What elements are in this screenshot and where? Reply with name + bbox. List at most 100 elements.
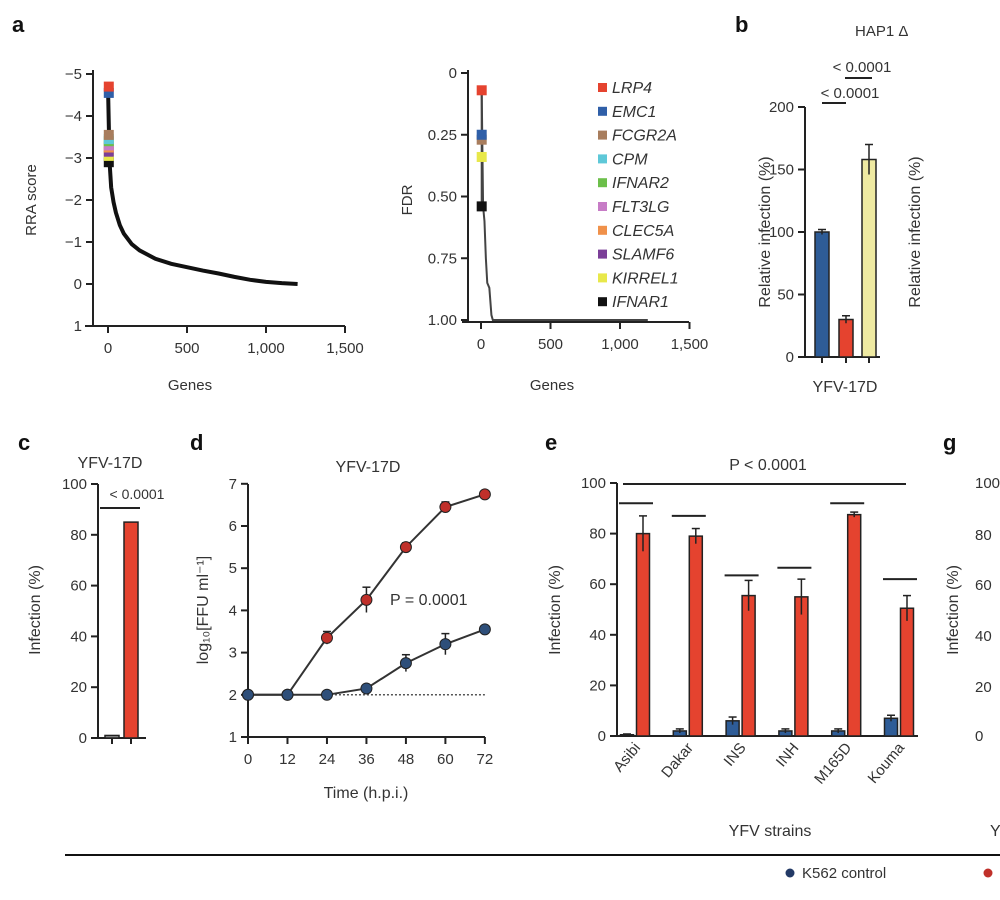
y-tick-label: 4 bbox=[229, 602, 237, 619]
data-point bbox=[360, 682, 373, 695]
x-axis-label: YFV strains bbox=[729, 823, 812, 840]
y-tick-label: −3 bbox=[65, 150, 82, 167]
x-tick-label: 0 bbox=[244, 751, 252, 768]
x-tick-label: 500 bbox=[174, 340, 199, 357]
y-tick-label: −5 bbox=[65, 66, 82, 83]
y-tick-label: 2 bbox=[229, 687, 237, 704]
data-point bbox=[320, 631, 333, 644]
gene-point-lrp4 bbox=[103, 81, 114, 92]
p-value: < 0.0001 bbox=[833, 59, 892, 76]
x-axis-label: Time (h.p.i.) bbox=[324, 785, 409, 802]
legend-dot bbox=[785, 868, 795, 878]
x-tick-label: 24 bbox=[319, 751, 336, 768]
gene-point-ifnar1 bbox=[476, 201, 487, 212]
y-tick-label: 0 bbox=[74, 276, 82, 293]
y-tick-label: 20 bbox=[975, 679, 992, 696]
bar-kouma bbox=[899, 607, 915, 737]
legend-swatch bbox=[598, 273, 607, 283]
x-tick-label: 500 bbox=[538, 336, 563, 353]
y-tick-label: 100 bbox=[581, 475, 606, 492]
bar-asibi bbox=[635, 532, 651, 737]
x-axis-label: Genes bbox=[168, 377, 212, 394]
legend-swatch bbox=[598, 225, 607, 235]
panel-label-b: b bbox=[735, 12, 748, 37]
legend-label: IFNAR2 bbox=[612, 175, 669, 192]
legend-label: SLAMF6 bbox=[612, 247, 674, 264]
y-tick-label: 40 bbox=[589, 627, 606, 644]
rra-curve bbox=[106, 86, 298, 286]
y-tick-label: 0.25 bbox=[428, 127, 457, 144]
bar-inh bbox=[794, 596, 809, 737]
data-point bbox=[242, 688, 254, 701]
y-axis-label-second: Relative infection (%) bbox=[907, 156, 924, 307]
panel-label-d: d bbox=[190, 430, 203, 455]
x-category-label: Kouma bbox=[864, 739, 908, 787]
y-tick-label: 0 bbox=[786, 349, 794, 366]
x-tick-label: 12 bbox=[279, 751, 296, 768]
gene-point-lrp4 bbox=[476, 85, 487, 96]
legend-swatch bbox=[598, 106, 607, 116]
panel-title: HAP1 Δ bbox=[855, 23, 908, 40]
x-tick-label: 1,500 bbox=[326, 340, 364, 357]
y-tick-label: 0 bbox=[79, 730, 87, 747]
y-axis-label: FDR bbox=[399, 184, 416, 215]
y-tick-label: −1 bbox=[65, 234, 82, 251]
legend-swatch bbox=[598, 202, 607, 211]
legend-label: FLT3LG bbox=[612, 199, 670, 216]
panel-label-e: e bbox=[545, 430, 557, 455]
data-point bbox=[439, 638, 452, 651]
x-tick-label: 1,000 bbox=[601, 336, 639, 353]
x-category-label: YFV-17D bbox=[813, 379, 878, 396]
legend-swatch bbox=[598, 83, 607, 92]
bar bbox=[838, 318, 854, 358]
x-tick-label: 1,000 bbox=[247, 340, 285, 357]
data-point bbox=[478, 623, 491, 636]
p-value: < 0.0001 bbox=[821, 85, 880, 102]
y-tick-label: 100 bbox=[769, 224, 794, 241]
panel-title: YFV-17D bbox=[336, 459, 401, 476]
x-tick-label: 72 bbox=[477, 751, 494, 768]
y-tick-label: 200 bbox=[769, 99, 794, 116]
gene-point-ifnar1 bbox=[103, 157, 114, 168]
legend-label: IFNAR1 bbox=[612, 294, 669, 311]
panel-title: YFV-17D bbox=[78, 455, 143, 472]
legend-label: LRP4 bbox=[612, 80, 652, 97]
x-category-label: INH bbox=[773, 740, 803, 771]
data-point bbox=[320, 688, 333, 701]
y-tick-label: 5 bbox=[229, 560, 237, 577]
bar bbox=[123, 521, 139, 739]
bar-dakar bbox=[688, 535, 704, 737]
data-point bbox=[281, 688, 294, 701]
x-category-label: Dakar bbox=[658, 740, 697, 782]
y-tick-label: 60 bbox=[589, 576, 606, 593]
y-tick-label: 60 bbox=[70, 578, 87, 595]
y-tick-label: −4 bbox=[65, 108, 82, 125]
bar-m165d bbox=[846, 513, 862, 737]
p-value-overall: P < 0.0001 bbox=[729, 457, 807, 474]
legend-label: CLEC5A bbox=[612, 223, 674, 240]
y-tick-label: 0.50 bbox=[428, 189, 457, 206]
y-tick-label: 150 bbox=[769, 162, 794, 179]
x-tick-label: 36 bbox=[358, 751, 375, 768]
y-tick-label: 100 bbox=[975, 475, 1000, 492]
x-tick-label: 60 bbox=[437, 751, 454, 768]
y-tick-label: 80 bbox=[589, 526, 606, 543]
data-point bbox=[399, 541, 412, 554]
legend-swatch bbox=[598, 178, 607, 188]
gene-point-emc1 bbox=[476, 129, 487, 140]
x-tick-label: 0 bbox=[477, 336, 485, 353]
p-value: P = 0.0001 bbox=[390, 592, 468, 609]
y-tick-label: 80 bbox=[975, 527, 992, 544]
panel-label-g: g bbox=[943, 430, 956, 455]
legend-label: EMC1 bbox=[612, 104, 656, 121]
y-tick-label: 3 bbox=[229, 645, 237, 662]
bar bbox=[814, 231, 830, 358]
gene-point-kirrel1 bbox=[476, 151, 487, 162]
data-point bbox=[439, 501, 452, 514]
y-tick-label: 50 bbox=[777, 287, 794, 304]
y-axis-label: log₁₀[FFU ml⁻¹] bbox=[195, 556, 212, 664]
x-category-label: Asibi bbox=[610, 740, 644, 776]
x-category-label: INS bbox=[721, 740, 750, 770]
y-tick-label: 0.75 bbox=[428, 250, 457, 267]
data-point bbox=[399, 657, 412, 670]
